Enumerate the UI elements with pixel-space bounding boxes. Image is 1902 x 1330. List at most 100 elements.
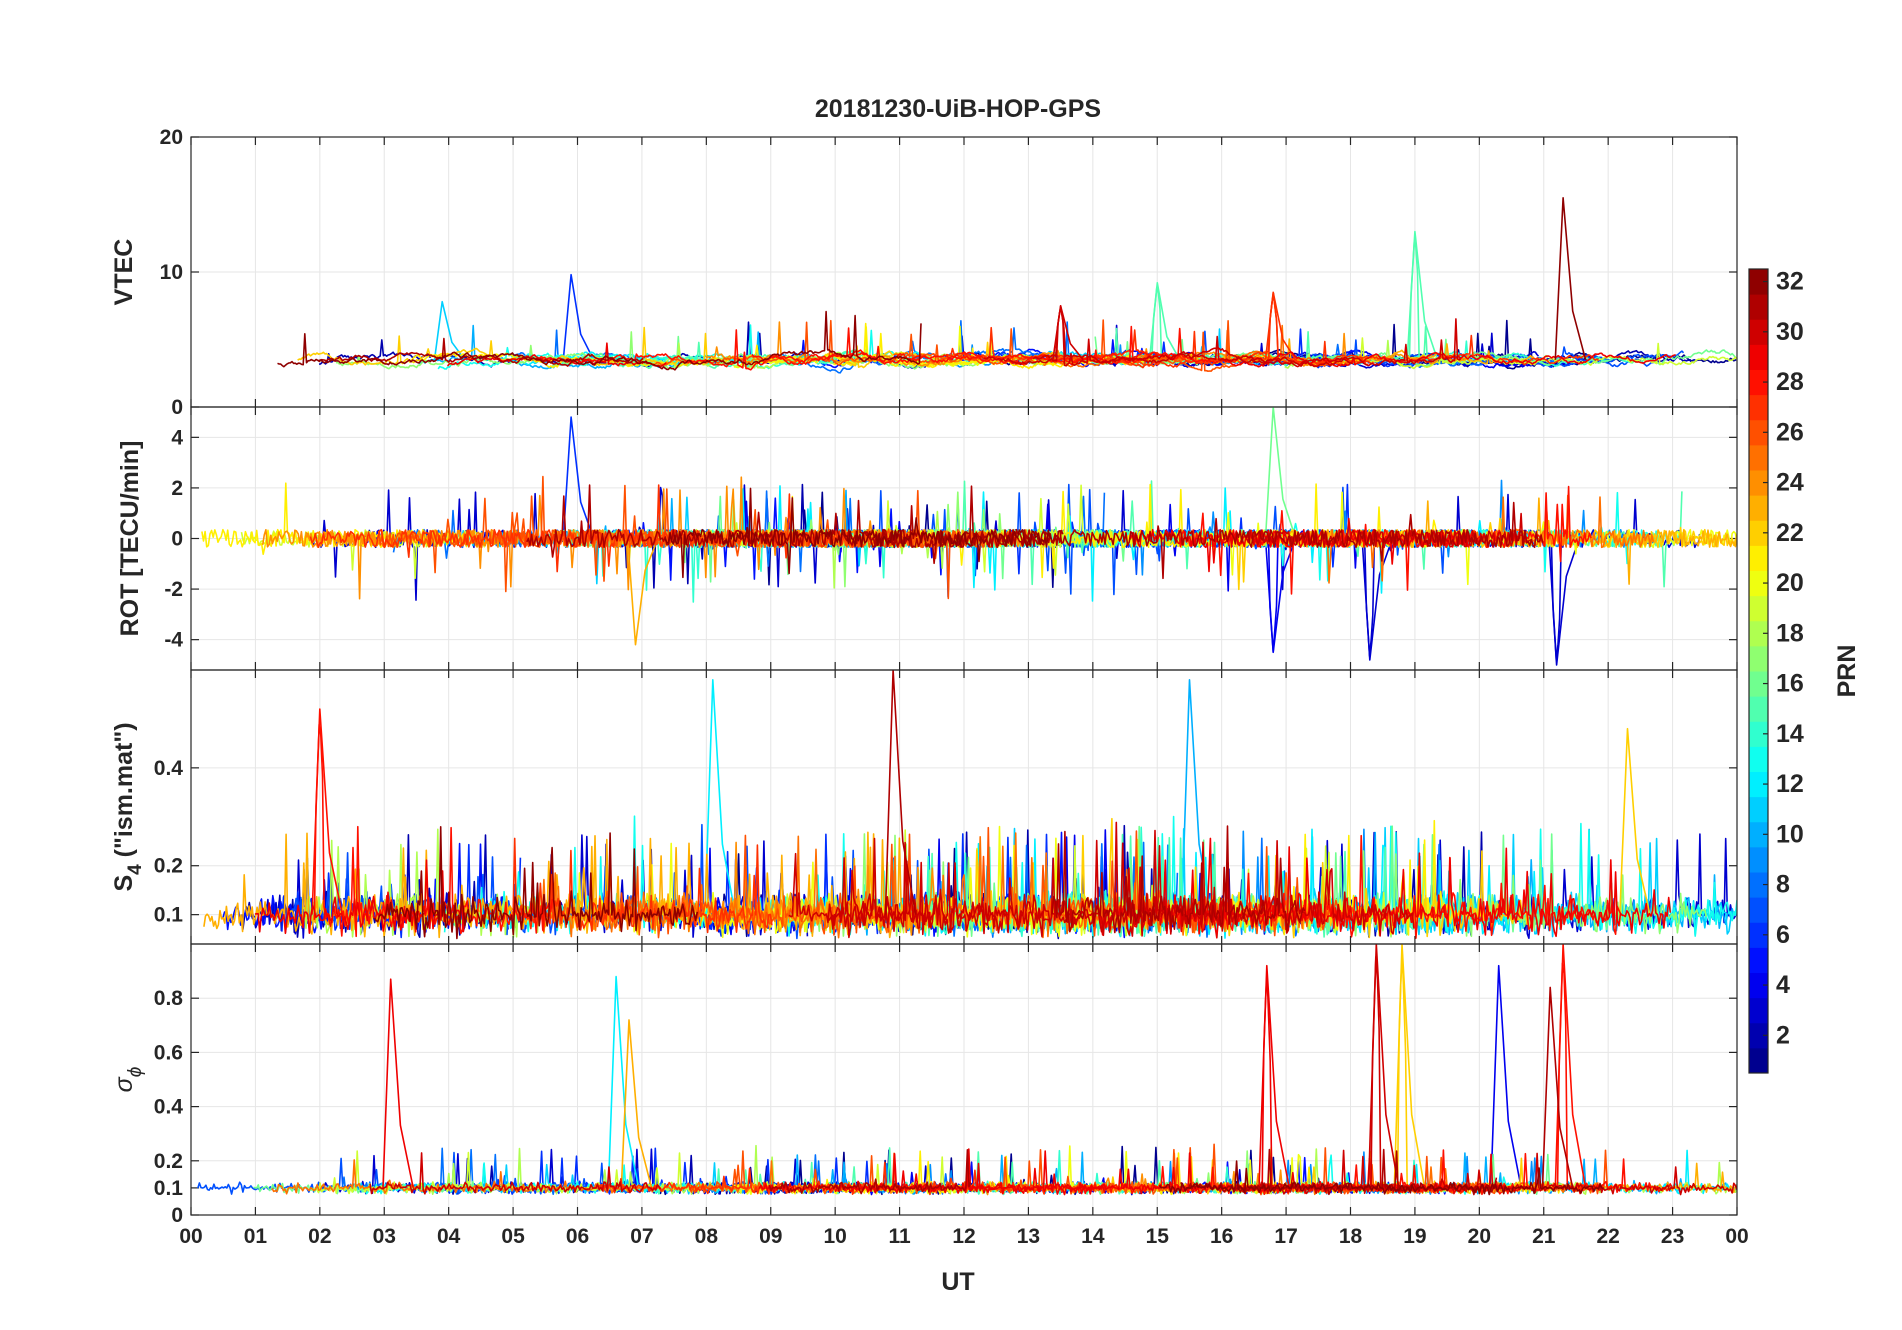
x-tick-label: 15 (1146, 1225, 1170, 1248)
panel-sigma: 0 0.1 0.2 0.4 0.6 0.8 σϕ (110, 943, 1738, 1227)
y-tick-label: 0.1 (154, 1177, 184, 1200)
colorbar-cell (1749, 645, 1768, 672)
event-prn-4 (1490, 964, 1522, 1189)
event-prn-6 (562, 416, 595, 539)
colorbar-tick-label: 28 (1776, 368, 1804, 396)
trace-prn-29 (254, 859, 466, 935)
traces-rot (201, 407, 1737, 666)
trace-prn-29 (1095, 837, 1672, 939)
event-prn-31 (884, 670, 917, 915)
trace-prn-31 (864, 485, 1544, 580)
y-tick-label: 10 (160, 261, 183, 284)
trace-prn-28 (313, 723, 554, 938)
y-tick-label: 2 (171, 477, 183, 500)
y-label-sub: 4 (125, 864, 146, 875)
colorbar-tick-label: 24 (1776, 469, 1804, 497)
trace-prn-3 (963, 489, 1701, 662)
trace-prn-28 (1236, 962, 1675, 1196)
colorbar-cell (1749, 972, 1768, 999)
colorbar-cell (1749, 394, 1768, 421)
x-axis-label: UT (941, 1268, 974, 1296)
colorbar-cell (1749, 520, 1768, 546)
colorbar-cell (1749, 1047, 1768, 1074)
x-tick-label: 09 (759, 1225, 782, 1248)
event-prn-23 (620, 1019, 653, 1189)
x-tick-label: 23 (1661, 1225, 1684, 1248)
trace-prn-30 (1231, 956, 1737, 1196)
y-tick-label: 0.8 (154, 987, 184, 1010)
trace-prn-8 (392, 490, 988, 559)
colorbar-cell (1749, 545, 1768, 571)
colorbar-cell (1749, 922, 1768, 948)
event-prn-22 (1619, 727, 1651, 915)
x-axis: 00 01 02 03 04 05 06 07 08 09 10 11 12 13 14 15 16 17 18 19… (179, 1225, 1748, 1248)
colorbar-tick-label: 14 (1776, 720, 1804, 748)
x-tick-label: 01 (244, 1225, 268, 1248)
y-label-rest: ("ism.mat") (110, 722, 138, 864)
y-tick-label: 0.4 (154, 1096, 184, 1119)
event-prn-22 (1393, 944, 1426, 1189)
x-tick-label: 07 (630, 1225, 653, 1248)
x-tick-label: 02 (308, 1225, 331, 1248)
event-prn-29 (1258, 964, 1291, 1189)
x-tick-label: 17 (1274, 1225, 1297, 1248)
event-prn-12 (607, 975, 640, 1189)
trace-prn-23 (203, 831, 921, 939)
colorbar-cell (1749, 319, 1768, 345)
x-tick-label: 03 (373, 1225, 396, 1248)
colorbar-cell (1749, 721, 1768, 747)
event-prn-12 (704, 679, 737, 915)
colorbar-cell (1749, 369, 1768, 396)
x-tick-label: 00 (1725, 1225, 1748, 1248)
panel-rot: -4 -2 0 2 4 ROT [TECU/min] (116, 406, 1738, 671)
y-tick-label: 0.4 (154, 757, 184, 780)
colorbar-cell (1749, 696, 1768, 722)
x-tick-label: 06 (566, 1225, 589, 1248)
colorbar-tick-label: 8 (1776, 871, 1790, 899)
y-axis-label-s4: S4 ("ism.mat") (110, 722, 146, 891)
colorbar-cell (1749, 746, 1768, 772)
event-prn-3 (1548, 538, 1580, 666)
x-tick-label: 08 (695, 1225, 719, 1248)
x-tick-label: 13 (1017, 1225, 1040, 1248)
x-tick-label: 10 (823, 1225, 846, 1248)
y-label-main: σ (110, 1076, 138, 1092)
x-tick-label: 14 (1081, 1225, 1105, 1248)
x-tick-label: 00 (179, 1225, 202, 1248)
y-tick-label: -4 (164, 629, 183, 652)
colorbar-tick-label: 22 (1776, 519, 1804, 547)
colorbar-cell (1749, 419, 1768, 446)
x-tick-label: 05 (501, 1225, 525, 1248)
event-prn-11 (433, 300, 466, 361)
chart-title: 20181230-UiB-HOP-GPS (815, 95, 1101, 123)
trace-prn-28 (751, 327, 1184, 364)
trace-prn-29 (834, 1150, 1106, 1196)
colorbar-cell (1749, 947, 1768, 973)
event-prn-29 (382, 978, 414, 1189)
trace-prn-31 (1051, 825, 1306, 934)
trace-prn-30 (1245, 512, 1532, 548)
y-tick-label: 0 (171, 396, 183, 419)
trace-prn-32 (277, 310, 922, 371)
x-tick-label: 19 (1403, 1225, 1426, 1248)
colorbar-cell (1749, 771, 1768, 798)
trace-prn-23 (1162, 338, 1535, 368)
y-tick-label: 0.1 (154, 904, 184, 927)
colorbar-cell (1749, 570, 1768, 597)
y-tick-label: 0.6 (154, 1041, 183, 1064)
traces-vtec (277, 197, 1737, 374)
colorbar-cell (1749, 620, 1768, 647)
colorbar-tick-label: 16 (1776, 670, 1804, 698)
colorbar-tick-label: 12 (1776, 770, 1804, 798)
trace-prn-32 (664, 487, 1053, 579)
colorbar-tick-label: 26 (1776, 418, 1804, 446)
colorbar-cell (1749, 671, 1768, 697)
y-axis-label-rot: ROT [TECU/min] (116, 441, 144, 637)
trace-prn-19 (1339, 337, 1737, 370)
colorbar-cell (1749, 796, 1768, 823)
event-prn-4 (1264, 538, 1297, 654)
x-tick-label: 11 (888, 1225, 911, 1248)
panel-vtec: 0 10 20 VTEC (110, 126, 1738, 419)
